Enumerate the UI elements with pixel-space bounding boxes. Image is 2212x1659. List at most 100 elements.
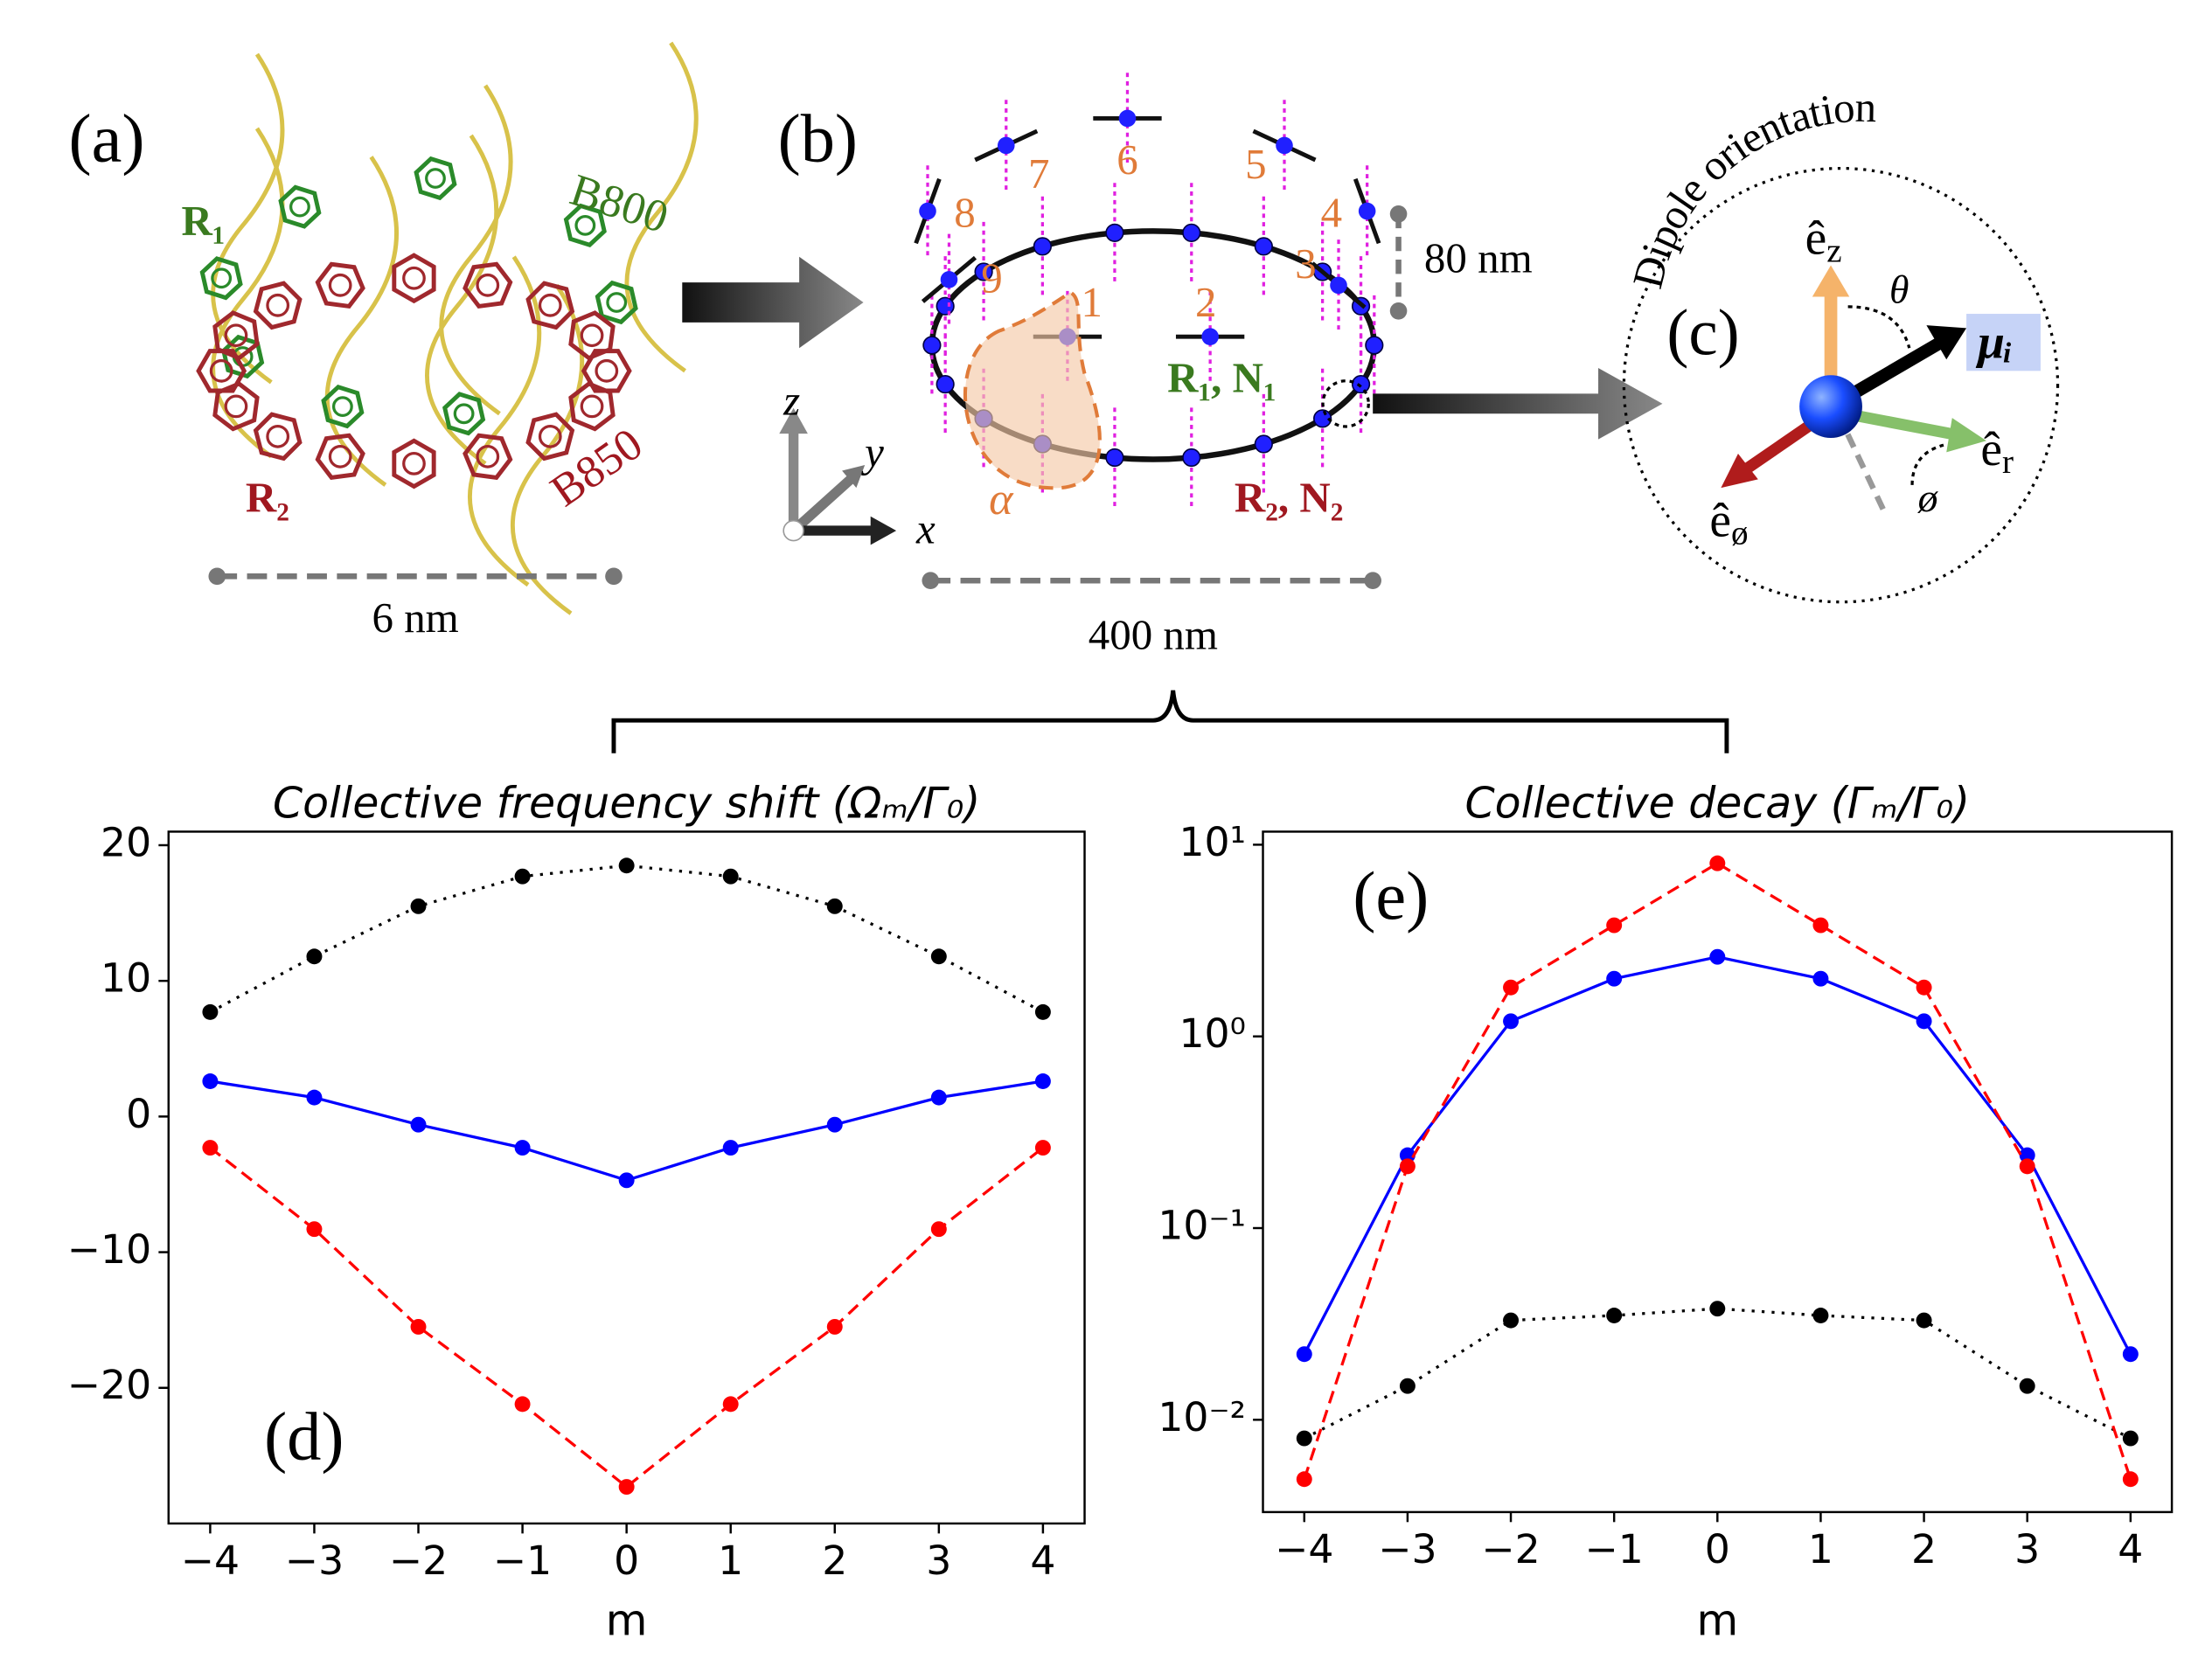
ez-head — [1812, 265, 1850, 297]
panel-label: (b) — [778, 100, 858, 176]
data-point — [1296, 1471, 1312, 1488]
site — [1105, 448, 1124, 468]
data-point — [2122, 1346, 2139, 1363]
data-point — [1399, 1378, 1416, 1394]
pigment-core — [476, 444, 500, 469]
pigment-core — [224, 323, 248, 348]
pigment — [392, 438, 436, 489]
bracket — [611, 690, 1729, 753]
data-point — [1916, 1013, 1932, 1030]
projection — [1835, 412, 1889, 518]
bar-end — [1364, 572, 1381, 590]
pigment — [315, 433, 365, 481]
site — [1033, 237, 1052, 256]
pigment-core — [328, 273, 352, 297]
phi: ø — [1917, 475, 1939, 520]
data-point — [1709, 1301, 1726, 1317]
x-tick-label: 0 — [614, 1538, 639, 1584]
data-point — [1709, 948, 1726, 965]
data-point — [1916, 1312, 1932, 1329]
axis-arrow — [790, 475, 854, 535]
y-tick-label: 0 — [126, 1091, 151, 1137]
site — [1276, 136, 1293, 155]
y-tick-label: 10¹ — [1179, 819, 1245, 865]
pigment-core — [538, 293, 562, 317]
pigment — [463, 261, 513, 309]
data-point — [2019, 1158, 2035, 1175]
label-b800: B800 — [565, 164, 675, 243]
pigment-core — [328, 444, 352, 469]
x-tick-label: 2 — [822, 1538, 847, 1584]
site-label: 2 — [1195, 278, 1216, 326]
pigment — [278, 184, 322, 229]
site-label: 6 — [1116, 135, 1137, 184]
data-point — [1606, 970, 1623, 987]
pigment — [563, 203, 607, 247]
data-point — [1296, 1346, 1312, 1363]
data-point — [618, 1479, 635, 1496]
orientation-circle — [1622, 166, 2060, 604]
label-r1: R₁ — [181, 197, 225, 245]
pigment-core — [606, 292, 628, 313]
pigment-core — [580, 323, 604, 348]
site — [974, 262, 993, 281]
chart-title: Collective frequency shift (Ωₘ/Γ₀) — [273, 779, 980, 829]
data-point — [1034, 1073, 1051, 1089]
pigment-core — [476, 273, 500, 297]
er-sub: r — [2002, 443, 2014, 481]
data-point — [1709, 855, 1726, 871]
scale-label: 6 nm — [372, 593, 458, 642]
panel-label: (e) — [1353, 857, 1429, 934]
pigment-core — [402, 452, 426, 475]
arrow — [682, 256, 864, 349]
theta-arc — [1847, 305, 1911, 349]
ephi-sub: ø — [1731, 515, 1749, 552]
site — [1201, 328, 1219, 345]
pigment-core — [289, 196, 310, 218]
pigment — [196, 349, 247, 393]
pigment-core — [211, 267, 233, 289]
chart: Collective decay (Γₘ/Γ₀) m (e) −4 −3 −2 −1 0 1 2 3… — [1158, 779, 2174, 1646]
pigment-core — [425, 168, 446, 189]
chart-title: Collective decay (Γₘ/Γ₀) — [1464, 779, 1970, 829]
site — [919, 202, 936, 220]
data-point — [2019, 1378, 2035, 1394]
axis-head — [779, 407, 808, 434]
y-tick-label: −20 — [67, 1362, 151, 1408]
site — [1351, 374, 1371, 394]
data-point — [618, 1172, 635, 1189]
data-point — [1503, 1013, 1520, 1030]
y-tick-label: 10⁻¹ — [1158, 1203, 1246, 1249]
label-r2: R₂ — [246, 474, 289, 522]
data-point — [410, 1318, 427, 1335]
pigment — [321, 384, 365, 429]
site-label: 9 — [981, 253, 1002, 302]
site — [1118, 109, 1137, 128]
ez: êz — [1805, 212, 1842, 269]
x-tick-label: −1 — [1584, 1526, 1643, 1572]
site-label: 4 — [1321, 188, 1342, 236]
data-point — [514, 1140, 531, 1156]
site-label: 1 — [1081, 278, 1102, 326]
series-line — [210, 1079, 1044, 1183]
x-tick-label: −1 — [493, 1538, 552, 1584]
panel-a — [196, 41, 699, 615]
chain — [468, 255, 542, 587]
data-point — [2122, 1471, 2139, 1488]
pigment — [253, 412, 303, 462]
pigment-core — [402, 266, 426, 290]
x-tick-label: −4 — [1275, 1526, 1333, 1572]
chain — [439, 84, 513, 416]
site — [922, 336, 942, 355]
data-point — [1034, 1140, 1051, 1156]
pigment-core — [266, 424, 290, 448]
panel-label: (d) — [264, 1399, 344, 1475]
y-tick-label: 10⁰ — [1179, 1010, 1245, 1057]
pigment — [463, 433, 513, 481]
data-point — [1034, 1003, 1051, 1020]
er-base: ê — [1980, 423, 2002, 476]
pigment — [525, 412, 575, 462]
x-tick-label: 2 — [1911, 1526, 1937, 1572]
